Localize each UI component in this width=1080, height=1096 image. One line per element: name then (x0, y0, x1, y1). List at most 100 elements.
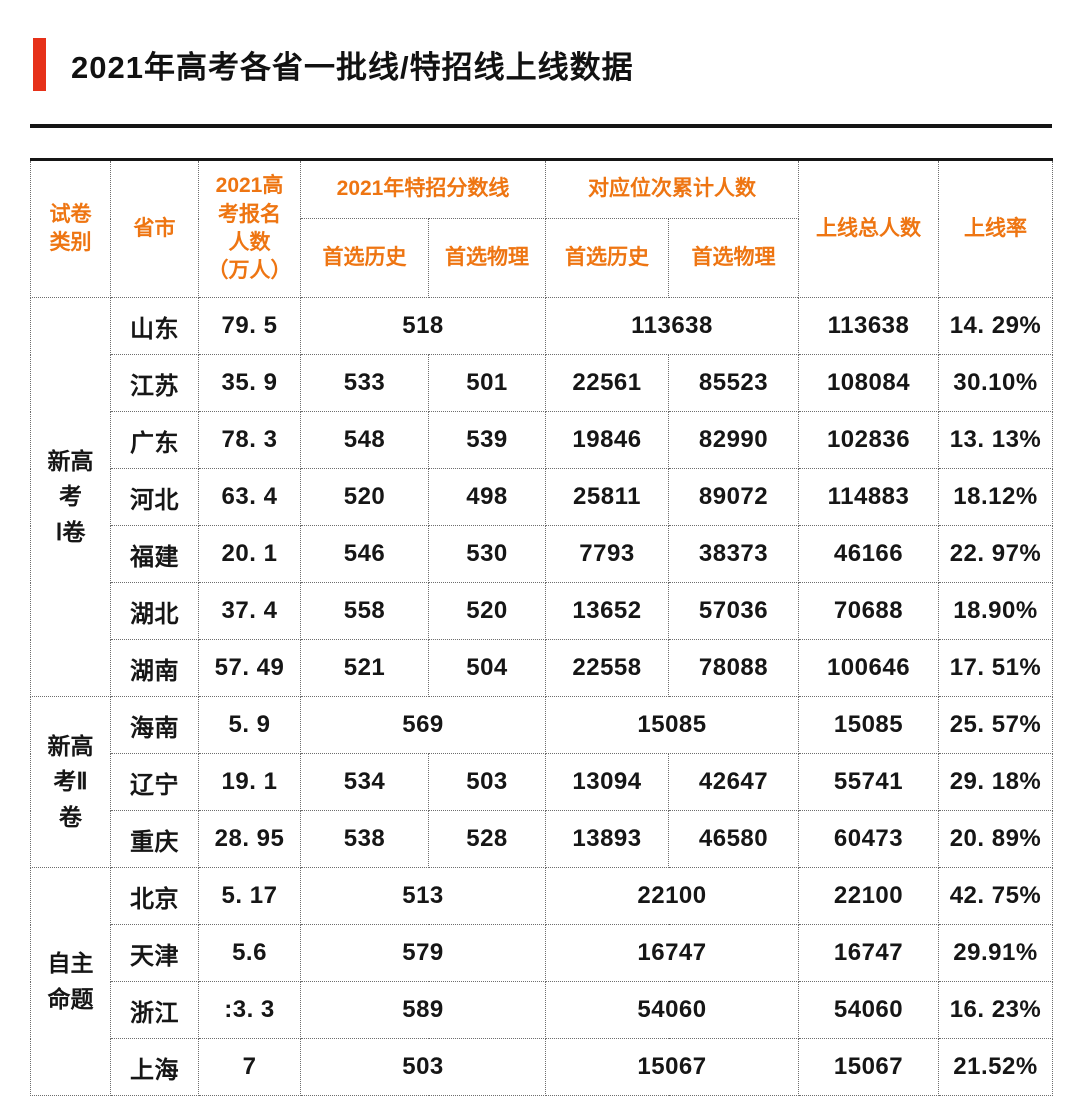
header-special-line-group: 2021年特招分数线 (300, 159, 546, 219)
cell-total-above-line: 102836 (798, 411, 939, 469)
cell-special-line-history: 558 (300, 582, 429, 640)
cell-rank-physics: 38373 (668, 525, 799, 583)
cell-special-line-history: 546 (300, 525, 429, 583)
cell-province: 山东 (110, 297, 199, 355)
cell-rank-history: 13652 (545, 582, 669, 640)
cell-above-line-rate: 18.12% (938, 468, 1053, 526)
cell-applicants: 5. 9 (198, 696, 301, 754)
cell-applicants: 35. 9 (198, 354, 301, 412)
cell-rank-merged: 22100 (545, 867, 799, 925)
cell-province: 重庆 (110, 810, 199, 868)
group-label: 自主 命题 (30, 867, 111, 1096)
table-row: 福建 20. 1 546 530 7793 38373 46166 22. 97% (31, 525, 1053, 583)
cell-above-line-rate: 20. 89% (938, 810, 1053, 868)
cell-rank-physics: 82990 (668, 411, 799, 469)
cell-special-line-physics: 504 (428, 639, 546, 697)
cell-rank-physics: 46580 (668, 810, 799, 868)
cell-total-above-line: 46166 (798, 525, 939, 583)
cell-above-line-rate: 29. 18% (938, 753, 1053, 811)
cell-total-above-line: 15067 (798, 1038, 939, 1096)
table-row: 浙江:3. 3 589 54060 54060 16. 23% (31, 981, 1053, 1039)
cell-rank-history: 19846 (545, 411, 669, 469)
cell-total-above-line: 54060 (798, 981, 939, 1039)
table-row: 广东 78. 3 548 539 19846 82990 102836 13. 13% (31, 411, 1053, 469)
cell-applicants: 63. 4 (198, 468, 301, 526)
cell-special-line-history: 548 (300, 411, 429, 469)
cell-total-above-line: 113638 (798, 297, 939, 355)
cell-applicants: 5.6 (198, 924, 301, 982)
header-above-line-rate: 上线率 (938, 159, 1053, 298)
group-label: 新高 考 Ⅰ卷 (30, 297, 111, 697)
cell-above-line-rate: 13. 13% (938, 411, 1053, 469)
cell-special-line-merged: 579 (300, 924, 546, 982)
cell-applicants: 19. 1 (198, 753, 301, 811)
cell-applicants: 78. 3 (198, 411, 301, 469)
cell-rank-history: 25811 (545, 468, 669, 526)
cell-rank-merged: 16747 (545, 924, 799, 982)
table-row: 天津 5.6 579 16747 16747 29.91% (31, 924, 1053, 982)
cell-province: 浙江 (110, 981, 199, 1039)
cell-rank-physics: 57036 (668, 582, 799, 640)
cell-rank-history: 13893 (545, 810, 669, 868)
cell-province: 天津 (110, 924, 199, 982)
cell-rank-physics: 42647 (668, 753, 799, 811)
cell-above-line-rate: 42. 75% (938, 867, 1053, 925)
cell-special-line-physics: 498 (428, 468, 546, 526)
cell-applicants: 37. 4 (198, 582, 301, 640)
cell-special-line-physics: 520 (428, 582, 546, 640)
cell-total-above-line: 70688 (798, 582, 939, 640)
cell-special-line-physics: 530 (428, 525, 546, 583)
gaokao-data-table: 试卷 类别 省市 2021高 考报名 人数 （万人） 2021年特招分数线 对应… (30, 158, 1053, 1096)
table-row: 新高 考 Ⅰ卷 山东 79. 5 518 113638 113638 14. 29% (30, 297, 1053, 697)
cell-province: 湖南 (110, 639, 199, 697)
cell-above-line-rate: 25. 57% (938, 696, 1053, 754)
cell-rank-merged: 15067 (545, 1038, 799, 1096)
cell-province: 河北 (110, 468, 199, 526)
header-special-history: 首选历史 (300, 218, 429, 298)
header-rank-physics: 首选物理 (668, 218, 799, 298)
cell-rank-physics: 85523 (668, 354, 799, 412)
cell-special-line-merged: 569 (300, 696, 546, 754)
cell-rank-history: 22558 (545, 639, 669, 697)
header-exam-type: 试卷 类别 (30, 159, 111, 298)
table-row: 重庆 28. 95 538 528 13893 46580 60473 20. 89% (31, 810, 1053, 868)
table-row: 河北 63. 4 520 498 25811 89072 114883 18.12% (31, 468, 1053, 526)
cell-special-line-merged: 513 (300, 867, 546, 925)
cell-applicants: 5. 17 (198, 867, 301, 925)
cell-special-line-history: 538 (300, 810, 429, 868)
header-province: 省市 (110, 159, 199, 298)
header-applicants: 2021高 考报名 人数 （万人） (198, 159, 301, 298)
cell-total-above-line: 15085 (798, 696, 939, 754)
cell-total-above-line: 55741 (798, 753, 939, 811)
cell-above-line-rate: 18.90% (938, 582, 1053, 640)
cell-province: 湖北 (110, 582, 199, 640)
cell-above-line-rate: 16. 23% (938, 981, 1053, 1039)
cell-total-above-line: 114883 (798, 468, 939, 526)
cell-special-line-physics: 501 (428, 354, 546, 412)
header-rank-cumulative-group: 对应位次累计人数 (545, 159, 799, 219)
cell-province: 广东 (110, 411, 199, 469)
cell-total-above-line: 16747 (798, 924, 939, 982)
cell-applicants: :3. 3 (198, 981, 301, 1039)
cell-province: 北京 (110, 867, 199, 925)
cell-total-above-line: 22100 (798, 867, 939, 925)
cell-province: 辽宁 (110, 753, 199, 811)
cell-rank-history: 22561 (545, 354, 669, 412)
cell-applicants: 7 (198, 1038, 301, 1096)
cell-total-above-line: 108084 (798, 354, 939, 412)
cell-rank-physics: 78088 (668, 639, 799, 697)
cell-rank-merged: 113638 (545, 297, 799, 355)
title-divider (30, 124, 1052, 128)
cell-total-above-line: 100646 (798, 639, 939, 697)
cell-rank-merged: 54060 (545, 981, 799, 1039)
cell-above-line-rate: 30.10% (938, 354, 1053, 412)
cell-rank-merged: 15085 (545, 696, 799, 754)
cell-province: 上海 (110, 1038, 199, 1096)
cell-special-line-merged: 518 (300, 297, 546, 355)
cell-special-line-physics: 503 (428, 753, 546, 811)
cell-total-above-line: 60473 (798, 810, 939, 868)
cell-special-line-history: 533 (300, 354, 429, 412)
cell-rank-history: 7793 (545, 525, 669, 583)
cell-applicants: 28. 95 (198, 810, 301, 868)
cell-special-line-history: 520 (300, 468, 429, 526)
